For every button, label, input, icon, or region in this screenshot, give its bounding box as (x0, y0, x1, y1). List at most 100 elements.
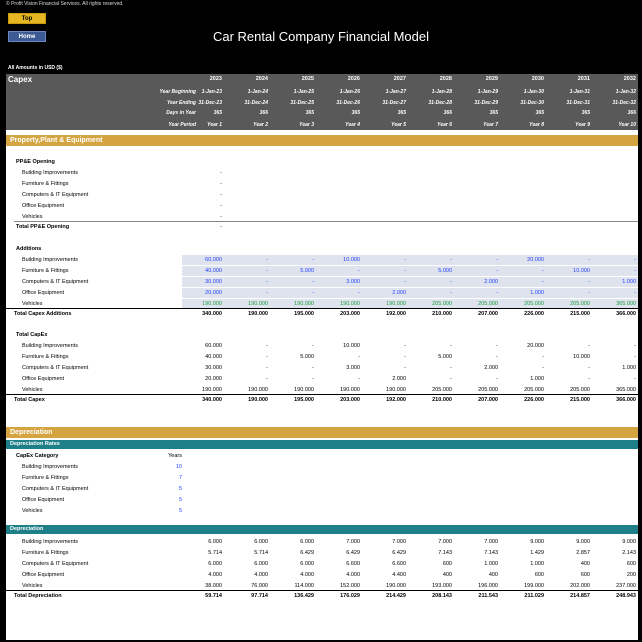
additions-row-cell: - (450, 257, 452, 263)
ppe-opening-row: Furniture & Fittings - (6, 179, 638, 189)
ppe-opening-row-label: Vehicles (22, 214, 43, 220)
capex-total-row-cell: 366.000 (616, 397, 636, 403)
capex-row-cell: - (266, 343, 268, 349)
top-button[interactable]: Top (8, 13, 46, 24)
year-beginning-row-cell: 1-Jan-25 (293, 89, 314, 95)
year-ending-row-cell: 31-Dec-25 (290, 100, 314, 106)
year-period-row-cell: Year 3 (299, 122, 314, 128)
additions-heading-label: Additions (16, 246, 42, 252)
capex-row-cell: 10.000 (343, 343, 360, 349)
rate-label: Furniture & Fittings (22, 475, 69, 481)
year-beginning-row-cell: 1-Jan-24 (247, 89, 268, 95)
additions-row-cell: - (404, 268, 406, 274)
rate-label: Computers & IT Equipment (22, 486, 89, 492)
depreciation-row-cell: 9.000 (622, 539, 636, 545)
additions-row-cell: - (358, 290, 360, 296)
capex-row-cell: 60.000 (205, 343, 222, 349)
rate-years-input[interactable]: 10 (175, 464, 182, 470)
depreciation-row-cell: 2.857 (576, 550, 590, 556)
additions-row-cell: - (588, 257, 590, 263)
year-beginning-row: Year Beginning 1-Jan-23 1-Jan-24 1-Jan-25 1-… (6, 89, 638, 99)
depreciation-row-cell: 600 (626, 561, 636, 567)
year-ending-row-cell: 31-Dec-32 (612, 100, 636, 106)
capex-row-cell: 40.000 (205, 354, 222, 360)
rate-years-input[interactable]: 5 (178, 486, 182, 492)
total-capex-heading-label: Total CapEx (16, 332, 48, 338)
capex-row-cell: - (496, 354, 498, 360)
additions-total-row-cell: 203.000 (340, 311, 360, 317)
year-header-row-cell: 2026 (347, 76, 360, 82)
depreciation-total-row-cell: 176.029 (340, 593, 360, 599)
additions-total-row-cell: 366.000 (616, 311, 636, 317)
capex-row-cell: 2.000 (484, 365, 498, 371)
capex-row-cell: - (358, 376, 360, 382)
year-beginning-row-cell: 1-Jan-31 (569, 89, 590, 95)
year-header-row-cell: 2032 (623, 76, 636, 82)
year-ending-row-cell: 31-Dec-23 (198, 100, 222, 106)
rate-years-input[interactable]: 5 (178, 508, 182, 514)
additions-row-cell: - (266, 257, 268, 263)
depreciation-row-cell: 7.000 (392, 539, 406, 545)
capex-row-cell: 10.000 (573, 354, 590, 360)
year-beginning-row-cell: 1-Jan-23 (201, 89, 222, 95)
additions-row-cell: 205.000 (432, 301, 452, 307)
additions-row-cell: 205.000 (570, 301, 590, 307)
depreciation-total-row-cell: 208.143 (432, 593, 452, 599)
depreciation-row-cell: 6.600 (392, 561, 406, 567)
capex-total-row-cell: 190.000 (248, 397, 268, 403)
additions-total-row-cell: 226.000 (524, 311, 544, 317)
capex-row-cell: - (542, 354, 544, 360)
capex-row-cell: 190.000 (294, 387, 314, 393)
capex-row-cell: 20.000 (205, 376, 222, 382)
additions-total-row-cell: 192.000 (386, 311, 406, 317)
capex-row-cell: - (312, 365, 314, 371)
home-button[interactable]: Home (8, 31, 46, 42)
depreciation-row: Building Improvements 6.000 6.000 6.000 7.00… (6, 537, 638, 547)
rate-years-input[interactable]: 5 (178, 497, 182, 503)
ppe-opening-row-label: Computers & IT Equipment (22, 192, 89, 198)
capex-row-cell: - (588, 343, 590, 349)
capex-row-cell: 5.000 (300, 354, 314, 360)
depreciation-row-cell: 190.000 (386, 583, 406, 589)
depreciation-row-cell: 6.000 (254, 561, 268, 567)
depreciation-row-cell: 1.429 (530, 550, 544, 556)
additions-row-cell: - (496, 290, 498, 296)
year-ending-row-cell: 31-Dec-31 (566, 100, 590, 106)
capex-total-row-cell: 195.000 (294, 397, 314, 403)
rate-years-input[interactable]: 7 (178, 475, 182, 481)
additions-row-cell: 1.000 (530, 290, 544, 296)
ppe-opening-row-cell: - (220, 203, 222, 209)
capex-row-cell: - (450, 365, 452, 371)
depreciation-row-cell: 200 (626, 572, 636, 578)
ppe-opening-row-cell: - (220, 192, 222, 198)
page-title: Car Rental Company Financial Model (212, 29, 430, 44)
year-header-row-cell: 2028 (439, 76, 452, 82)
additions-row-cell: - (404, 257, 406, 263)
additions-row-cell: 190.000 (294, 301, 314, 307)
additions-row-cell: - (358, 268, 360, 274)
additions-row-cell: - (542, 268, 544, 274)
additions-row: Computers & IT Equipment 30.000 - - 3.000 - - 2… (6, 277, 638, 287)
rate-row: Computers & IT Equipment 5 (6, 484, 638, 494)
days-in-year-row-label: Days in Year (166, 110, 196, 116)
capex-total-row: Total Capex 340.000 190.000 195.000 203.000 1… (6, 394, 638, 404)
rate-label: Vehicles (22, 508, 43, 514)
depreciation-row-cell: 5.714 (208, 550, 222, 556)
depreciation-total-row-cell: 211.029 (524, 593, 544, 599)
year-header-row-cell: 2023 (209, 76, 222, 82)
additions-row-cell: 5.000 (438, 268, 452, 274)
depreciation-total-row-cell: 136.429 (294, 593, 314, 599)
depreciation-total-row-cell: 214.429 (386, 593, 406, 599)
additions-total-row-cell: 340.000 (202, 311, 222, 317)
additions-row-label: Office Equipment (22, 290, 65, 296)
capex-row-cell: - (496, 343, 498, 349)
additions-row-cell: - (312, 279, 314, 285)
capex-row-label: Building Improvements (22, 343, 78, 349)
ppe-opening-total-cell: - (220, 224, 222, 230)
capex-row-cell: 3.000 (346, 365, 360, 371)
rate-label: Office Equipment (22, 497, 65, 503)
days-in-year-row-cell: 365 (489, 110, 498, 116)
capex-total-row-cell: 203.000 (340, 397, 360, 403)
additions-row-cell: - (450, 279, 452, 285)
year-ending-row: Year Ending 31-Dec-23 31-Dec-24 31-Dec-25 31… (6, 100, 638, 110)
